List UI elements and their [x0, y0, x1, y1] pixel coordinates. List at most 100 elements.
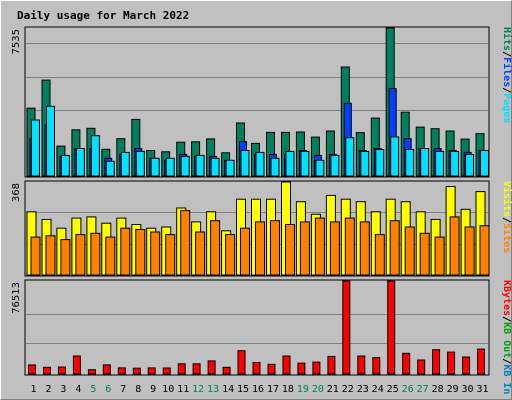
x-tick-label: 21 [327, 384, 339, 395]
x-tick-label: 22 [342, 384, 354, 395]
bar-pages-day-26 [405, 149, 415, 177]
legend-entry: KB In [501, 364, 512, 394]
bar-sites-day-1 [30, 236, 41, 276]
legend-entry: / [501, 316, 512, 322]
x-tick-label: 14 [222, 384, 234, 395]
bar-sites-day-4 [75, 234, 86, 276]
panel-hits-legend: Hits/Files/Pages [501, 27, 512, 123]
bar-kbytes-day-29 [447, 351, 456, 375]
bar-kbytes-day-16 [252, 362, 261, 375]
x-tick-label: 29 [447, 384, 459, 395]
bar-kbytes-day-26 [402, 352, 411, 375]
bar-sites-day-20 [314, 217, 325, 276]
x-tick-label: 18 [282, 384, 294, 395]
bar-kbytes-day-27 [417, 359, 426, 375]
legend-entry: Visits [501, 181, 512, 217]
bar-sites-day-15 [240, 227, 250, 276]
bar-kbytes-day-19 [297, 362, 306, 375]
bar-pages-day-1 [31, 119, 40, 177]
x-tick-label: 17 [267, 384, 279, 395]
bar-pages-day-19 [300, 150, 310, 177]
legend-entry: / [501, 51, 512, 57]
bar-pages-day-16 [255, 151, 265, 177]
bar-kbytes-day-17 [267, 363, 276, 375]
bar-kbytes-day-23 [357, 355, 366, 375]
x-tick-label: 27 [417, 384, 429, 395]
panel-kbytes-max-label: 76513 [11, 282, 22, 314]
legend-entry: KB Out [501, 322, 512, 358]
legend-entry: / [501, 358, 512, 364]
bar-pages-day-20 [315, 159, 325, 177]
bar-kbytes-day-6 [102, 364, 111, 375]
x-tick-label: 11 [177, 384, 189, 395]
bar-pages-day-3 [60, 154, 70, 177]
x-tick-label: 9 [150, 384, 156, 395]
bar-pages-day-12 [195, 154, 205, 177]
x-tick-label: 15 [237, 384, 249, 395]
bar-kbytes-day-22 [342, 280, 351, 375]
bar-sites-day-26 [404, 226, 415, 276]
panel-kbytes-legend: KBytes/KB Out/KB In [501, 280, 512, 394]
x-tick-label: 20 [312, 384, 324, 395]
x-tick-label: 24 [372, 384, 384, 395]
bar-kbytes-day-15 [237, 350, 246, 375]
bar-kbytes-day-31 [477, 348, 485, 375]
x-tick-label: 30 [461, 384, 473, 395]
bar-sites-day-19 [299, 221, 310, 276]
bar-pages-day-31 [480, 150, 489, 177]
bar-sites-day-27 [419, 232, 430, 276]
x-axis-tick-labels: 1 2 3 4 5 6 7 8 9 10 11 12 13 14 15 16 17 18 19 20 21 22 23 24 2… [30, 384, 488, 395]
bar-sites-day-6 [105, 236, 116, 276]
x-tick-label: 13 [207, 384, 219, 395]
bar-pages-day-2 [46, 105, 55, 177]
bar-pages-day-6 [105, 160, 115, 177]
bar-sites-day-17 [270, 220, 280, 276]
bar-kbytes-day-3 [57, 366, 66, 375]
bar-kbytes-day-8 [132, 367, 141, 375]
bar-sites-day-29 [449, 216, 460, 276]
bar-kbytes-day-18 [282, 355, 291, 375]
x-tick-label: 5 [90, 384, 96, 395]
bar-sites-day-25 [389, 220, 400, 276]
bar-pages-day-8 [135, 150, 145, 177]
x-tick-label: 16 [252, 384, 264, 395]
bar-pages-day-10 [165, 157, 175, 177]
bar-pages-day-14 [225, 159, 235, 177]
bar-kbytes-day-9 [147, 367, 156, 375]
bar-pages-day-9 [150, 157, 160, 177]
bar-pages-day-24 [375, 149, 385, 177]
bar-kbytes-day-1 [28, 364, 36, 375]
panel-visits-max-label: 368 [11, 183, 22, 202]
x-tick-label: 6 [105, 384, 111, 395]
bar-pages-day-15 [240, 150, 250, 177]
bar-pages-day-28 [435, 150, 445, 177]
bar-pages-day-21 [330, 154, 340, 177]
bar-sites-day-28 [434, 236, 445, 276]
bar-sites-day-5 [90, 232, 101, 276]
x-tick-label: 19 [297, 384, 309, 395]
bar-pages-day-22 [345, 137, 355, 177]
legend-entry: Pages [501, 93, 512, 123]
bar-pages-day-17 [270, 157, 280, 177]
bar-kbytes-day-28 [432, 349, 441, 375]
bar-kbytes-day-2 [43, 366, 51, 375]
x-tick-label: 7 [120, 384, 126, 395]
bar-sites-day-3 [60, 239, 71, 276]
legend-entry: Sites [501, 223, 512, 253]
bar-kbytes-day-24 [372, 357, 381, 375]
x-tick-label: 4 [75, 384, 81, 395]
bar-sites-day-9 [150, 231, 161, 276]
bar-sites-day-2 [45, 235, 56, 276]
bar-sites-day-13 [210, 220, 221, 276]
bar-sites-day-30 [464, 226, 475, 276]
bar-kbytes-day-30 [462, 356, 471, 375]
bar-pages-day-18 [285, 150, 295, 177]
chart-title: Daily usage for March 2022 [17, 9, 189, 22]
bar-kbytes-day-13 [207, 360, 216, 375]
x-tick-label: 2 [45, 384, 51, 395]
bar-sites-day-31 [479, 225, 490, 276]
bar-sites-day-10 [165, 234, 176, 276]
bar-kbytes-day-7 [117, 367, 126, 375]
